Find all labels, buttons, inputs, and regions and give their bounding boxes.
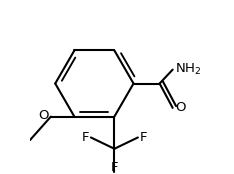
- Text: F: F: [140, 131, 147, 144]
- Text: O: O: [39, 109, 49, 122]
- Text: F: F: [111, 161, 118, 174]
- Text: O: O: [175, 101, 186, 113]
- Text: NH$_2$: NH$_2$: [175, 62, 202, 77]
- Text: F: F: [82, 131, 89, 144]
